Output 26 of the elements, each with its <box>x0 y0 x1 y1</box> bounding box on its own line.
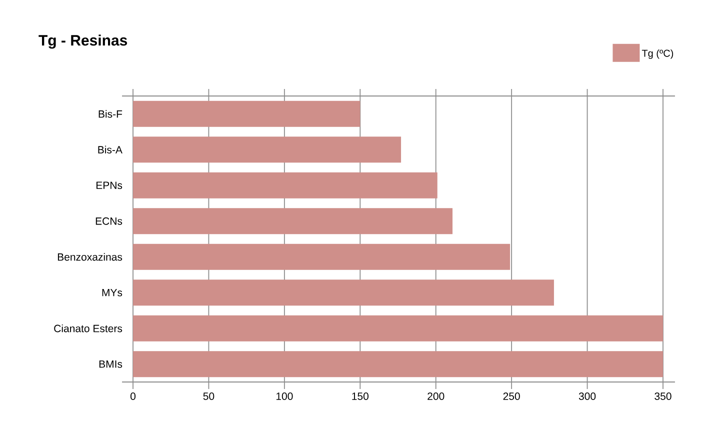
x-tick-label: 200 <box>428 392 444 400</box>
x-tick-label: 350 <box>654 392 672 400</box>
y-tick-label: Bis-F <box>98 110 122 118</box>
bar <box>133 136 402 163</box>
bar <box>133 244 510 270</box>
x-tick-label: 100 <box>276 392 293 400</box>
bar <box>133 100 360 127</box>
bar <box>133 351 663 378</box>
y-tick-label: Bis-A <box>98 146 122 154</box>
y-tick-label: BMIs <box>99 360 122 368</box>
x-tick-label: 300 <box>578 392 596 400</box>
x-tick-label: 0 <box>130 392 136 400</box>
bar <box>133 315 663 342</box>
y-tick-label: Benzoxazinas <box>58 253 122 261</box>
bar <box>133 208 453 234</box>
x-tick-label: 150 <box>352 392 368 400</box>
bar <box>133 280 554 306</box>
x-tick-label: 250 <box>503 392 520 400</box>
chart-title: Tg - Resinas <box>38 34 128 49</box>
y-tick-label: EPNs <box>96 182 122 190</box>
y-tick-label: MYs <box>102 288 122 296</box>
y-tick-label: Cianato Esters <box>54 324 122 332</box>
y-tick-label: ECNs <box>96 217 122 225</box>
bar <box>133 172 438 198</box>
legend-label: Tg (ºC) <box>642 49 674 59</box>
x-tick-label: 50 <box>203 392 214 400</box>
